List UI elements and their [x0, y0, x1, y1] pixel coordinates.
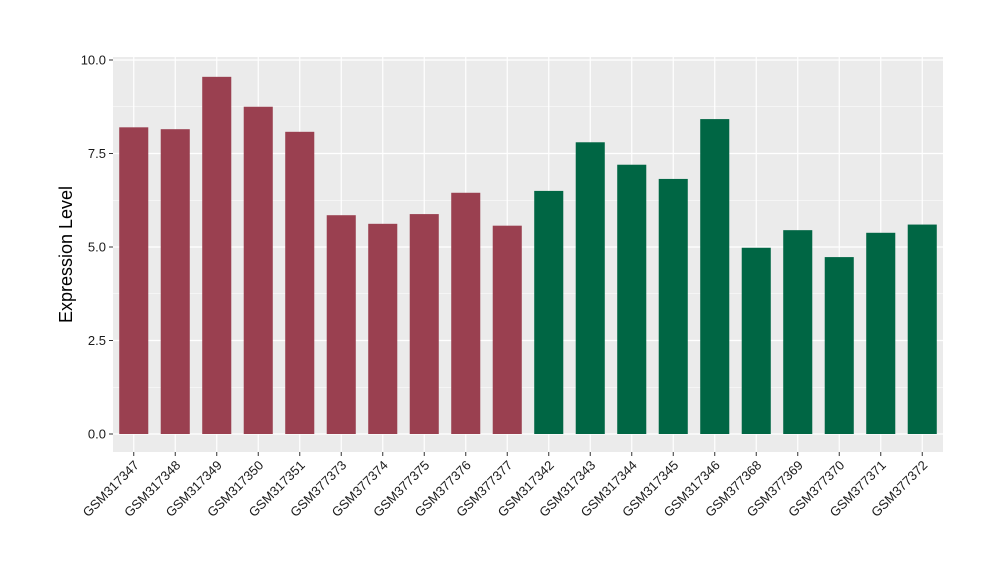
bar-GSM317342 [534, 190, 564, 434]
x-axis: GSM317347GSM317348GSM317349GSM317350GSM3… [80, 452, 930, 520]
bar-GSM317346 [700, 119, 730, 434]
bar-GSM317350 [243, 106, 273, 434]
bar-GSM377374 [368, 223, 398, 434]
bar-GSM377376 [451, 192, 481, 434]
y-axis-title: Expression Level [56, 186, 76, 323]
y-tick-label: 5.0 [88, 240, 106, 255]
y-tick-label: 10.0 [81, 53, 106, 68]
bar-GSM317347 [119, 127, 149, 434]
bar-GSM377371 [866, 232, 896, 434]
y-tick-label: 0.0 [88, 427, 106, 442]
bar-GSM377375 [409, 214, 439, 434]
bar-GSM377370 [824, 257, 854, 434]
bar-GSM317344 [617, 164, 647, 434]
bars [119, 76, 937, 435]
bar-GSM377372 [907, 224, 937, 434]
y-tick-label: 7.5 [88, 146, 106, 161]
y-tick-label: 2.5 [88, 333, 106, 348]
bar-GSM377377 [492, 225, 522, 434]
bar-GSM317351 [285, 131, 315, 435]
bar-GSM317348 [160, 129, 190, 434]
bar-GSM317345 [658, 178, 688, 434]
bar-GSM317343 [575, 142, 605, 434]
y-axis: 0.0 2.5 5.0 7.5 10.0 [81, 53, 113, 442]
bar-GSM377373 [326, 215, 356, 434]
bar-GSM317349 [202, 76, 232, 434]
bar-GSM377369 [783, 230, 813, 434]
bar-GSM377368 [741, 247, 771, 434]
plot-panel [113, 57, 943, 452]
